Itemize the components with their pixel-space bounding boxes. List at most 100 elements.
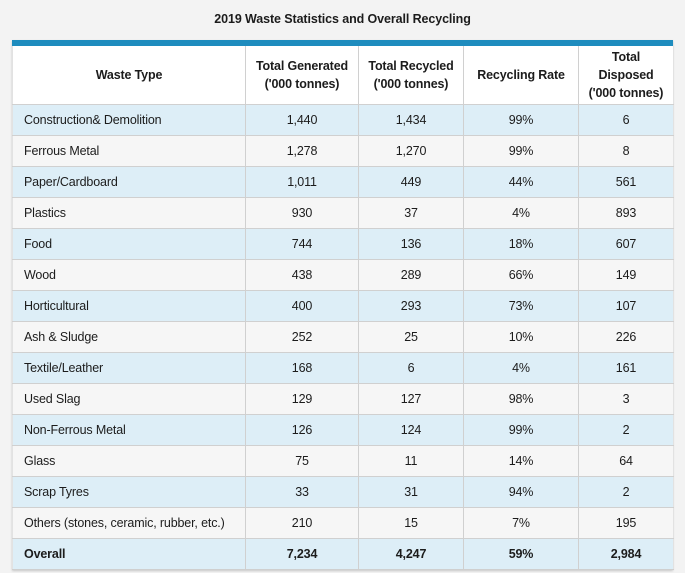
rate-cell: 14%	[463, 445, 579, 478]
overall-row: Overall 7,234 4,247 59% 2,984	[12, 538, 674, 571]
rate-cell: 99%	[463, 104, 579, 137]
rate-cell: 7%	[463, 507, 579, 540]
type-cell: Scrap Tyres	[12, 476, 246, 509]
generated-cell: 252	[245, 321, 359, 354]
disposed-cell: 6	[578, 104, 674, 137]
recycled-cell: 449	[358, 166, 464, 199]
recycled-cell: 127	[358, 383, 464, 416]
table-row: Others (stones, ceramic, rubber, etc.) 21…	[12, 507, 674, 540]
table-row: Horticultural 400 293 73% 107	[12, 290, 674, 323]
column-label: Total Generated	[256, 59, 348, 74]
recycled-cell: 4,247	[358, 538, 464, 571]
disposed-cell: 2	[578, 476, 674, 509]
rate-cell: 4%	[463, 352, 579, 385]
recycled-cell: 6	[358, 352, 464, 385]
recycled-cell: 37	[358, 197, 464, 230]
type-cell: Others (stones, ceramic, rubber, etc.)	[12, 507, 246, 540]
disposed-cell: 8	[578, 135, 674, 168]
type-cell: Ferrous Metal	[12, 135, 246, 168]
table-body: Construction& Demolition 1,440 1,434 99% 6 Fe…	[12, 104, 674, 571]
rate-cell: 4%	[463, 197, 579, 230]
table-row: Ferrous Metal 1,278 1,270 99% 8	[12, 135, 674, 168]
table-row: Textile/Leather 168 6 4% 161	[12, 352, 674, 385]
header-row: Waste Type Total Generated ('000 tonnes)…	[12, 46, 674, 106]
generated-cell: 126	[245, 414, 359, 447]
disposed-cell: 107	[578, 290, 674, 323]
rate-cell: 73%	[463, 290, 579, 323]
column-header-waste-type: Waste Type	[12, 46, 246, 106]
type-cell: Ash & Sludge	[12, 321, 246, 354]
disposed-cell: 893	[578, 197, 674, 230]
generated-cell: 1,278	[245, 135, 359, 168]
disposed-cell: 561	[578, 166, 674, 199]
disposed-cell: 195	[578, 507, 674, 540]
generated-cell: 7,234	[245, 538, 359, 571]
recycled-cell: 31	[358, 476, 464, 509]
recycled-cell: 15	[358, 507, 464, 540]
table-row: Construction& Demolition 1,440 1,434 99% 6	[12, 104, 674, 137]
column-label: Total Recycled	[368, 59, 454, 74]
type-cell: Horticultural	[12, 290, 246, 323]
generated-cell: 930	[245, 197, 359, 230]
rate-cell: 99%	[463, 135, 579, 168]
table-accent-bar	[12, 40, 673, 46]
type-cell: Wood	[12, 259, 246, 292]
recycled-cell: 293	[358, 290, 464, 323]
disposed-cell: 226	[578, 321, 674, 354]
column-sublabel: ('000 tonnes)	[264, 77, 340, 92]
rate-cell: 94%	[463, 476, 579, 509]
recycled-cell: 289	[358, 259, 464, 292]
table-row: Paper/Cardboard 1,011 449 44% 561	[12, 166, 674, 199]
disposed-cell: 149	[578, 259, 674, 292]
table-row: Scrap Tyres 33 31 94% 2	[12, 476, 674, 509]
type-cell: Non-Ferrous Metal	[12, 414, 246, 447]
type-cell: Paper/Cardboard	[12, 166, 246, 199]
column-sublabel: ('000 tonnes)	[373, 77, 449, 92]
recycled-cell: 136	[358, 228, 464, 261]
recycled-cell: 11	[358, 445, 464, 478]
disposed-cell: 64	[578, 445, 674, 478]
generated-cell: 438	[245, 259, 359, 292]
rate-cell: 59%	[463, 538, 579, 571]
generated-cell: 75	[245, 445, 359, 478]
waste-statistics-table: Waste Type Total Generated ('000 tonnes)…	[12, 40, 674, 571]
generated-cell: 400	[245, 290, 359, 323]
type-cell: Overall	[12, 538, 246, 571]
type-cell: Used Slag	[12, 383, 246, 416]
type-cell: Food	[12, 228, 246, 261]
table-header: Waste Type Total Generated ('000 tonnes)…	[12, 46, 674, 106]
recycled-cell: 25	[358, 321, 464, 354]
rate-cell: 99%	[463, 414, 579, 447]
column-label: Total Disposed	[598, 50, 654, 83]
rate-cell: 10%	[463, 321, 579, 354]
generated-cell: 129	[245, 383, 359, 416]
table-row: Food 744 136 18% 607	[12, 228, 674, 261]
generated-cell: 1,011	[245, 166, 359, 199]
disposed-cell: 161	[578, 352, 674, 385]
generated-cell: 33	[245, 476, 359, 509]
column-sublabel: ('000 tonnes)	[588, 86, 664, 101]
generated-cell: 744	[245, 228, 359, 261]
column-label: Recycling Rate	[477, 68, 565, 83]
type-cell: Construction& Demolition	[12, 104, 246, 137]
table-row: Glass 75 11 14% 64	[12, 445, 674, 478]
disposed-cell: 3	[578, 383, 674, 416]
data-table: Waste Type Total Generated ('000 tonnes)…	[12, 46, 674, 571]
generated-cell: 1,440	[245, 104, 359, 137]
table-row: Used Slag 129 127 98% 3	[12, 383, 674, 416]
generated-cell: 210	[245, 507, 359, 540]
column-header-total-recycled: Total Recycled ('000 tonnes)	[358, 46, 464, 106]
table-row: Plastics 930 37 4% 893	[12, 197, 674, 230]
rate-cell: 98%	[463, 383, 579, 416]
column-label: Waste Type	[95, 68, 163, 83]
table-row: Non-Ferrous Metal 126 124 99% 2	[12, 414, 674, 447]
page-title: 2019 Waste Statistics and Overall Recycl…	[214, 12, 471, 26]
type-cell: Textile/Leather	[12, 352, 246, 385]
generated-cell: 168	[245, 352, 359, 385]
column-header-recycling-rate: Recycling Rate	[463, 46, 579, 106]
rate-cell: 44%	[463, 166, 579, 199]
recycled-cell: 124	[358, 414, 464, 447]
column-header-total-disposed: Total Disposed ('000 tonnes)	[578, 46, 674, 106]
type-cell: Plastics	[12, 197, 246, 230]
